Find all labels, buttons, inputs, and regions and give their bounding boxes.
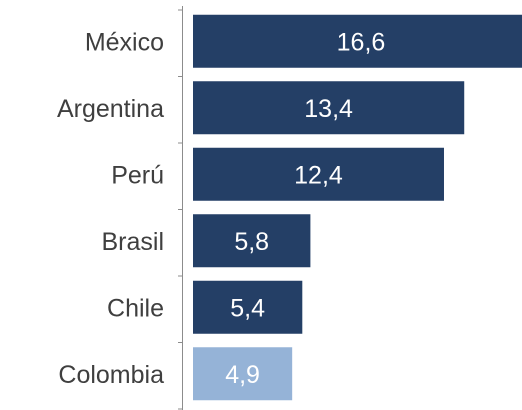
value-label-brasil: 5,8: [234, 228, 269, 256]
category-label-argentina: Argentina: [57, 95, 164, 123]
bar-argentina: [193, 81, 465, 135]
bar-mexico: [193, 14, 522, 68]
category-label-brasil: Brasil: [101, 228, 164, 256]
bar-brasil: [193, 214, 311, 268]
bar-peru: [193, 147, 444, 201]
category-label-colombia: Colombia: [58, 361, 164, 389]
value-label-argentina: 13,4: [304, 95, 353, 123]
value-label-mexico: 16,6: [337, 28, 386, 56]
value-label-colombia: 4,9: [225, 361, 260, 389]
category-axis: [178, 6, 183, 410]
bar-chile: [193, 280, 303, 334]
bars-group: [193, 14, 522, 401]
bar-colombia: [193, 347, 293, 401]
value-label-chile: 5,4: [230, 294, 265, 322]
value-label-peru: 12,4: [294, 161, 343, 189]
category-label-chile: Chile: [107, 294, 164, 322]
labels-group: México 16,6 Argentina 13,4 Perú 12,4 Brasil 5,8…: [57, 28, 385, 389]
category-label-peru: Perú: [111, 161, 164, 189]
category-label-mexico: México: [85, 28, 164, 56]
